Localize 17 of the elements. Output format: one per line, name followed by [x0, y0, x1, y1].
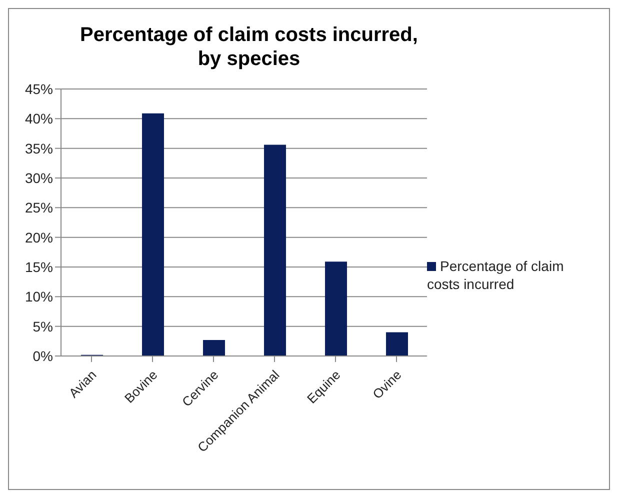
y-tick-label: 40% [24, 110, 53, 127]
legend-label: Percentage of claim costs incurred [427, 258, 564, 292]
bar [203, 340, 225, 356]
y-tick-label: 0% [32, 348, 53, 364]
chart-title: Percentage of claim costs incurred, by species [79, 23, 419, 71]
y-tick-label: 45% [24, 80, 53, 97]
bar [142, 113, 164, 356]
y-tick-label: 5% [32, 318, 53, 334]
y-tick-label: 15% [24, 258, 53, 275]
y-tick-label: 35% [24, 140, 53, 156]
bar [264, 144, 286, 356]
bar [325, 262, 347, 356]
y-tick-label: 25% [24, 200, 53, 216]
y-tick-label: 30% [24, 170, 53, 186]
y-tick-label: 10% [24, 288, 53, 305]
y-tick-label: 20% [24, 229, 53, 246]
bar [386, 332, 408, 356]
